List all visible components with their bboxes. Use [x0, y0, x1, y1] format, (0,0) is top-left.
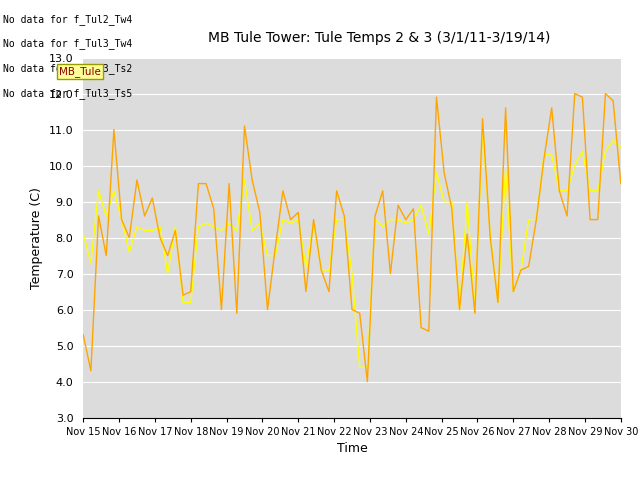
Text: No data for f_Tul3_Ts5: No data for f_Tul3_Ts5	[3, 88, 132, 99]
Text: No data for f_Tul3_Tw4: No data for f_Tul3_Tw4	[3, 38, 132, 49]
Title: MB Tule Tower: Tule Temps 2 & 3 (3/1/11-3/19/14): MB Tule Tower: Tule Temps 2 & 3 (3/1/11-…	[208, 31, 550, 45]
Y-axis label: Temperature (C): Temperature (C)	[30, 187, 43, 288]
Text: No data for f_Tul3_Ts2: No data for f_Tul3_Ts2	[3, 63, 132, 74]
Text: No data for f_Tul2_Tw4: No data for f_Tul2_Tw4	[3, 13, 132, 24]
Text: MB_Tule: MB_Tule	[59, 66, 100, 77]
X-axis label: Time: Time	[337, 442, 367, 455]
